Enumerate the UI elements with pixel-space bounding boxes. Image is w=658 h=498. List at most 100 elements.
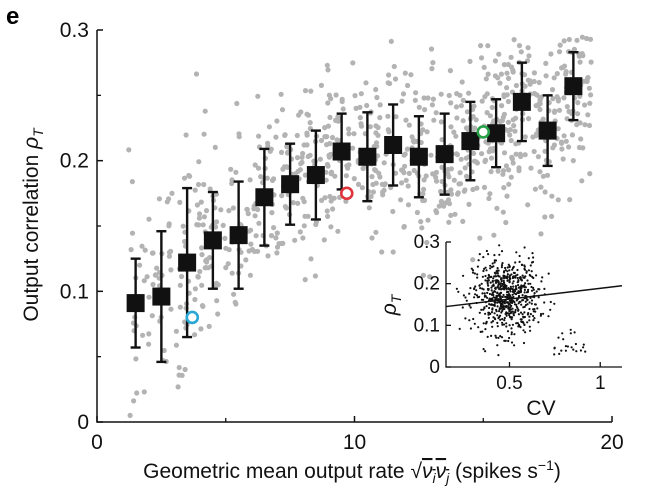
scatter-point (460, 218, 466, 224)
scatter-point (540, 173, 547, 179)
inset-point (496, 344, 499, 347)
inset-point (490, 334, 493, 337)
scatter-point (421, 186, 427, 192)
scatter-point (406, 122, 412, 128)
scatter-point (501, 92, 507, 98)
inset-point (473, 296, 476, 299)
inset-point (507, 339, 510, 343)
inset-point (514, 308, 517, 312)
scatter-point (510, 69, 516, 75)
scatter-point (142, 247, 148, 253)
inset-point (518, 254, 521, 258)
inset-point (503, 288, 506, 291)
scatter-point (226, 208, 232, 214)
scatter-point (302, 172, 308, 178)
scatter-point (194, 202, 200, 208)
scatter-point (399, 98, 405, 104)
scatter-point (370, 189, 376, 195)
scatter-point (295, 200, 301, 206)
inset-point (524, 282, 527, 285)
inset-point (470, 267, 473, 270)
scatter-point (535, 154, 542, 160)
inset-point (517, 280, 520, 283)
scatter-point (531, 78, 537, 85)
inset-point (510, 331, 513, 334)
scatter-point (422, 107, 428, 113)
scatter-point (223, 265, 229, 271)
inset-point (485, 305, 488, 308)
scatter-point (401, 223, 407, 230)
inset-point (504, 269, 507, 272)
scatter-point (245, 211, 251, 217)
inset-point (497, 354, 500, 357)
scatter-point (180, 223, 186, 229)
inset-point (519, 326, 522, 329)
scatter-point (526, 116, 532, 122)
scatter-point (229, 180, 235, 187)
scatter-point (504, 193, 510, 199)
scatter-point (522, 134, 528, 140)
scatter-point (274, 250, 280, 256)
inset-point (524, 304, 528, 307)
scatter-point (412, 97, 418, 103)
inset-point (533, 303, 537, 306)
inset-point (528, 319, 531, 322)
y-tick-label: 0.2 (60, 150, 89, 173)
inset-point (478, 295, 481, 298)
inset-point (482, 256, 485, 259)
scatter-point (346, 162, 352, 168)
scatter-point (496, 51, 502, 57)
scatter-point (420, 191, 426, 197)
scatter-point (503, 163, 509, 169)
scatter-point (413, 90, 419, 96)
scatter-point (375, 124, 381, 131)
inset-point (539, 314, 543, 317)
inset-point (491, 262, 494, 265)
scatter-point (233, 169, 239, 175)
inset-point (512, 285, 515, 288)
scatter-point (424, 129, 430, 135)
inset-point (499, 297, 502, 300)
scatter-point (325, 213, 331, 219)
scatter-point (313, 219, 319, 225)
inset-point (582, 346, 585, 349)
scatter-point (525, 77, 531, 83)
inset-point (512, 265, 515, 268)
inset-point (502, 281, 506, 284)
inset-point (527, 312, 530, 315)
inset-point (537, 288, 540, 291)
scatter-point (326, 92, 332, 98)
scatter-point (503, 219, 509, 226)
scatter-point (176, 372, 182, 378)
scatter-point (196, 211, 203, 217)
scatter-point (559, 146, 565, 152)
inset-point (508, 278, 511, 282)
inset-point (506, 266, 509, 269)
inset-point (522, 329, 525, 332)
scatter-point (551, 142, 558, 148)
scatter-point (161, 347, 167, 354)
scatter-point (439, 178, 445, 185)
inset-point (508, 281, 511, 284)
scatter-point (416, 104, 422, 110)
scatter-point (353, 105, 359, 111)
scatter-point (559, 65, 565, 71)
scatter-point (457, 170, 463, 176)
inset-point (515, 251, 518, 254)
inset-point (499, 302, 502, 305)
scatter-point (586, 122, 593, 129)
scatter-point (404, 146, 410, 152)
inset-point (458, 327, 461, 330)
inset-point (500, 291, 503, 294)
main-y-axis-label: Output correlation ρT (20, 127, 46, 322)
scatter-point (196, 159, 202, 165)
scatter-point (543, 73, 549, 79)
inset-point (541, 276, 544, 279)
scatter-point (166, 253, 172, 259)
scatter-point (300, 150, 306, 157)
inset-point (514, 274, 517, 277)
inset-point (486, 277, 489, 280)
mean-markers (126, 77, 583, 313)
scatter-point (584, 35, 590, 42)
scatter-point (232, 299, 238, 305)
